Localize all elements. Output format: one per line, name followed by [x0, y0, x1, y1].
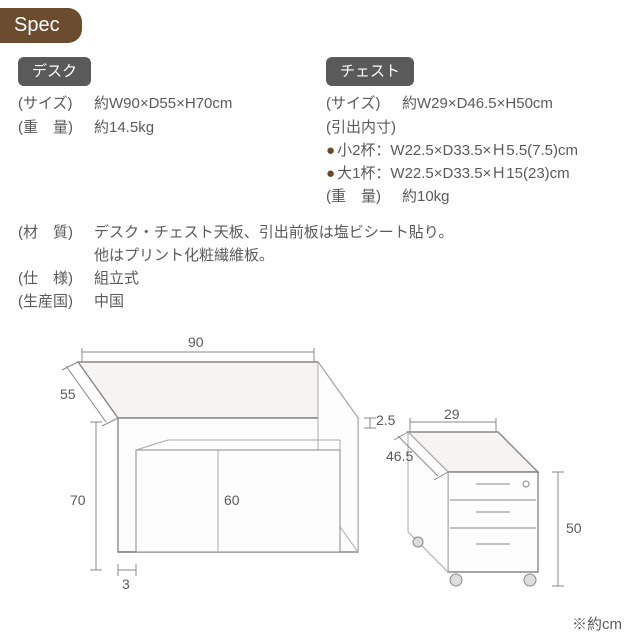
dim-desk-t: 2.5: [376, 410, 395, 432]
dim-desk-leg: 3: [122, 574, 130, 596]
diagram: 90 55 2.5 70 60 3 29 46.5 50: [18, 322, 618, 612]
dim-desk-h: 70: [70, 490, 86, 512]
material-label: (材 質): [18, 221, 94, 244]
dim-chest-w: 29: [444, 404, 460, 426]
dim-chest-h: 50: [566, 518, 582, 540]
chest-pill: チェスト: [326, 57, 414, 86]
chest-column: チェスト (サイズ)約W29×D46.5×H50cm (引出内寸) 小2杯：W2…: [326, 57, 622, 209]
chest-inner-label: (引出内寸): [326, 116, 402, 139]
dim-desk-w: 90: [188, 332, 204, 354]
chest-size: 約W29×D46.5×H50cm: [402, 92, 553, 115]
material-2: 他はプリント化粧繊維板。: [94, 244, 274, 267]
spec-header: Spec: [0, 8, 82, 43]
desk-size-label: (サイズ): [18, 92, 94, 115]
dim-desk-innerh: 60: [224, 490, 240, 512]
desk-pill: デスク: [18, 57, 91, 86]
build-label: (仕 様): [18, 267, 94, 290]
diagram-svg: [18, 322, 618, 612]
origin: 中国: [94, 290, 124, 313]
chest-large: 大1杯：W22.5×D33.5×Ｈ15(23)cm: [326, 162, 622, 185]
dim-desk-d: 55: [60, 384, 76, 406]
footnote: ※約cm: [572, 613, 622, 634]
spec-body: デスク (サイズ)約W90×D55×H70cm (重 量)約14.5kg チェス…: [0, 57, 640, 612]
dim-chest-d: 46.5: [386, 446, 413, 468]
material-1: デスク・チェスト天板、引出前板は塩ビシート貼り。: [94, 221, 453, 244]
chest-small: 小2杯：W22.5×D33.5×Ｈ5.5(7.5)cm: [326, 139, 622, 162]
desk-weight: 約14.5kg: [94, 116, 154, 139]
chest-size-label: (サイズ): [326, 92, 402, 115]
build: 組立式: [94, 267, 139, 290]
chest-weight: 約10kg: [402, 185, 450, 208]
desk-weight-label: (重 量): [18, 116, 94, 139]
chest-weight-label: (重 量): [326, 185, 402, 208]
desk-column: デスク (サイズ)約W90×D55×H70cm (重 量)約14.5kg: [18, 57, 298, 209]
desk-size: 約W90×D55×H70cm: [94, 92, 232, 115]
origin-label: (生産国): [18, 290, 94, 313]
